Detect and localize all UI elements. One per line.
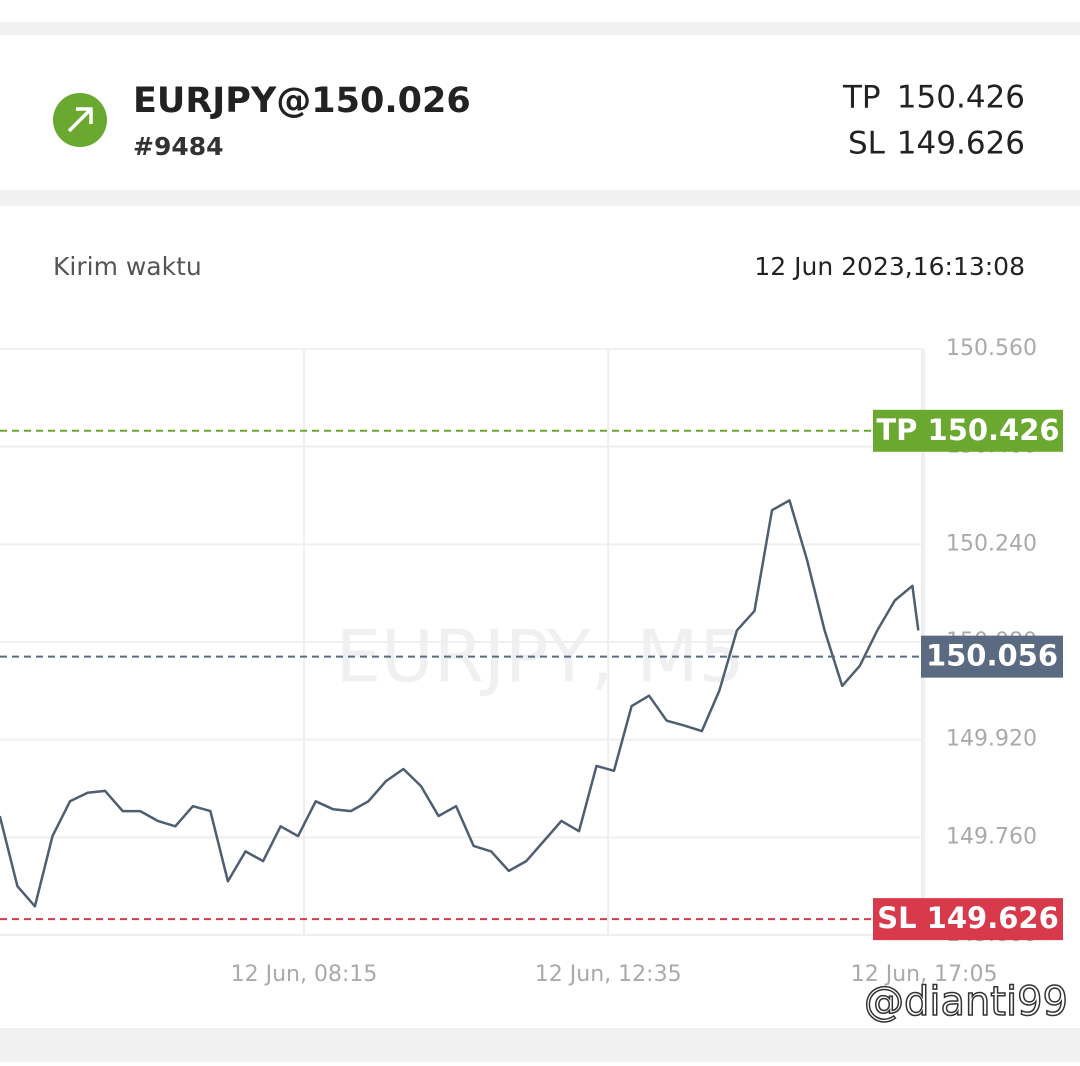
x-tick-label: 12 Jun, 08:15: [231, 962, 378, 987]
arrow: [67, 107, 93, 133]
level-label: 150.056: [926, 639, 1058, 673]
level-box: [873, 898, 1063, 941]
ticket: #9484: [133, 132, 224, 161]
bottom-strip: [0, 1028, 1080, 1062]
sl-value: 149.626: [897, 126, 1025, 162]
sl-label: SL: [848, 126, 886, 162]
price-line: [0, 499, 920, 908]
y-tick-label: 150.240: [946, 531, 1037, 556]
level-box: [873, 409, 1063, 452]
tp-label: TP: [842, 80, 881, 116]
tp-value: 150.426: [897, 80, 1025, 116]
x-tick-label: 12 Jun, 12:35: [535, 962, 682, 987]
top-strip: [0, 22, 1080, 35]
plot: 149.600149.760149.920150.080150.240150.4…: [0, 336, 1063, 987]
symbol: EURJPY@150.026: [133, 81, 471, 121]
y-tick-label: 149.760: [946, 824, 1037, 849]
info-label: Kirim waktu: [53, 252, 202, 281]
level-label: SL 149.626: [877, 901, 1059, 935]
separator: [0, 190, 1080, 206]
y-tick-label: 149.920: [946, 727, 1037, 752]
x-tick-label: 12 Jun, 17:05: [851, 962, 998, 987]
y-tick-label: 150.560: [946, 336, 1037, 361]
info-value: 12 Jun 2023,16:13:08: [754, 252, 1025, 281]
user-watermark: @dianti99: [864, 979, 1068, 1025]
level-label: TP 150.426: [876, 413, 1059, 447]
level-box: [921, 635, 1063, 678]
